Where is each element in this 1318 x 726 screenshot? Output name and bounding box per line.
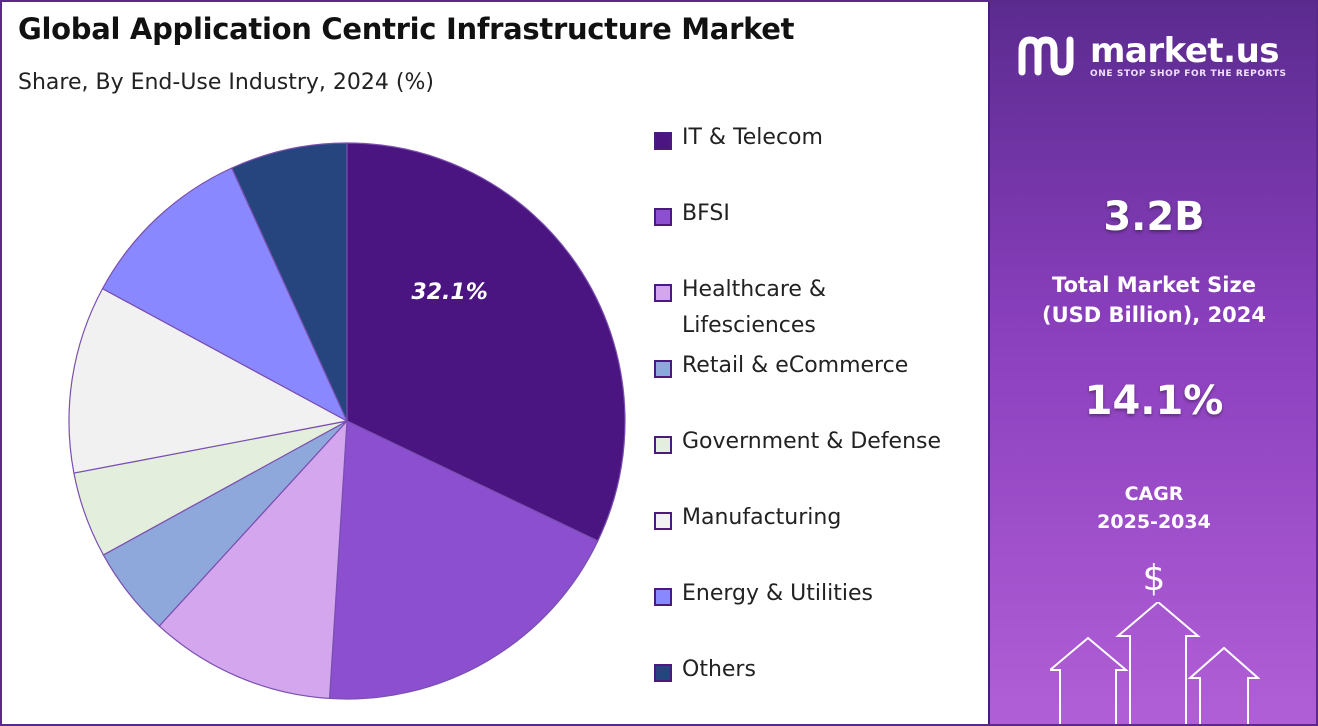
legend-item-others: Others [654, 657, 756, 688]
pie-slice-energy-utilities [101, 167, 349, 423]
legend-swatch [654, 512, 672, 530]
brand: market.us ONE STOP SHOP FOR THE REPORTS [1016, 32, 1287, 80]
legend-label: Others [682, 657, 756, 682]
growth-arrows-icon [1050, 602, 1260, 724]
legend-label: Manufacturing [682, 505, 842, 530]
legend-label: IT & Telecom [682, 125, 823, 150]
market-size-value: 3.2B [1103, 194, 1205, 240]
legend-swatch [654, 588, 672, 606]
market-size-label-line1: Total Market Size [1052, 273, 1256, 297]
legend-item-energy: Energy & Utilities [654, 581, 873, 612]
pie-slice-manufacturing [68, 287, 349, 474]
legend-swatch [654, 664, 672, 682]
legend-swatch [654, 132, 672, 150]
brand-name: market.us [1090, 31, 1280, 71]
pie-slice-bfsi [328, 420, 599, 700]
cagr-label-line1: CAGR [1124, 483, 1184, 505]
chart-subtitle: Share, By End-Use Industry, 2024 (%) [18, 70, 434, 95]
pie-slice-it-telecom [346, 142, 626, 542]
legend-label: BFSI [682, 201, 730, 226]
legend-label: Healthcare & Lifesciences [682, 277, 827, 338]
legend-swatch [654, 208, 672, 226]
chart-panel: Global Application Centric Infrastructur… [2, 2, 988, 724]
summary-sidebar: market.us ONE STOP SHOP FOR THE REPORTS … [988, 2, 1316, 724]
legend-item-it-telecom: IT & Telecom [654, 125, 823, 156]
legend-label: Retail & eCommerce [682, 353, 909, 378]
cagr-value: 14.1% [1084, 378, 1224, 424]
brand-tagline: ONE STOP SHOP FOR THE REPORTS [1090, 69, 1287, 79]
legend-item-manufacturing: Manufacturing [654, 505, 841, 536]
pie-slice-others [231, 142, 348, 422]
legend-item-government: Government & Defense [654, 429, 941, 460]
pie-data-label-it-telecom: 32.1% [411, 280, 487, 305]
legend-swatch [654, 360, 672, 378]
chart-title: Global Application Centric Infrastructur… [18, 12, 795, 46]
legend-label: Energy & Utilities [682, 581, 873, 606]
legend-label: Government & Defense [682, 429, 942, 454]
cagr-label-line2: 2025-2034 [1097, 511, 1211, 533]
legend-item-bfsi: BFSI [654, 201, 730, 232]
legend-swatch [654, 436, 672, 454]
legend-swatch [654, 284, 672, 302]
chart-legend: IT & Telecom BFSI Healthcare & Lifescien… [654, 2, 988, 724]
legend-item-retail: Retail & eCommerce [654, 353, 908, 384]
pie-slice-healthcare-lifesciences [158, 419, 348, 700]
dollar-icon: $ [1142, 558, 1166, 599]
legend-item-healthcare: Healthcare & Lifesciences [654, 277, 882, 344]
market-size-label-line2: (USD Billion), 2024 [1041, 303, 1267, 327]
market-us-logo-icon [1018, 36, 1074, 76]
pie-chart: 32.1% [68, 142, 626, 700]
